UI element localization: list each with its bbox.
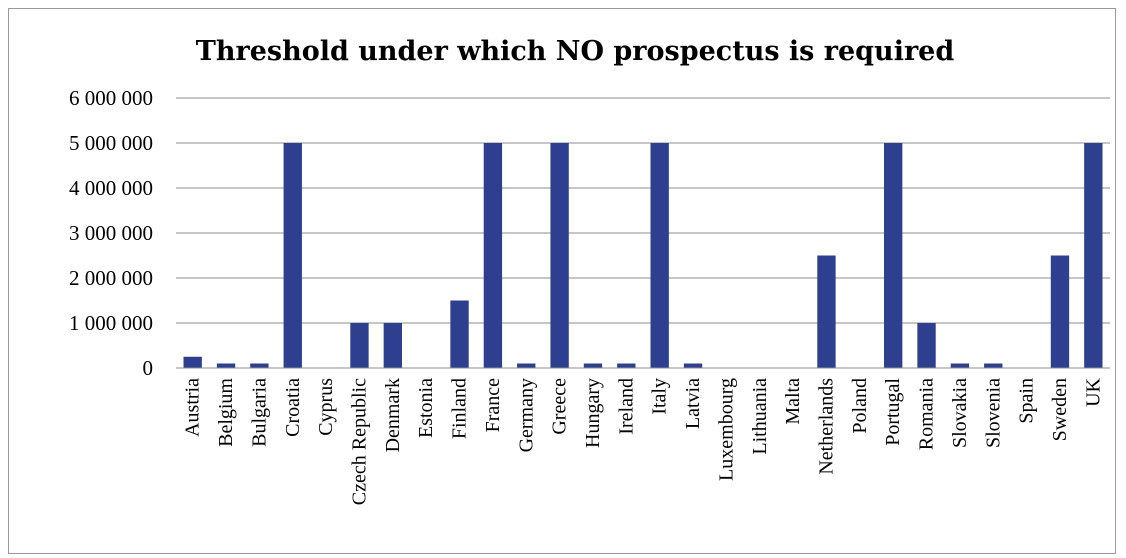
- x-tick-label: Germany: [515, 378, 537, 452]
- y-tick-label: 1 000 000: [69, 311, 153, 335]
- x-tick-label: Luxembourg: [715, 378, 737, 481]
- bar: [517, 363, 536, 368]
- x-tick-label: Croatia: [282, 378, 304, 437]
- x-tick-label: Poland: [849, 378, 871, 434]
- bar: [1050, 255, 1070, 368]
- x-tick-label: Italy: [649, 378, 671, 415]
- x-tick-label: Slovakia: [949, 378, 971, 448]
- x-tick-label: Ireland: [615, 378, 637, 435]
- x-tick-label: France: [482, 378, 504, 433]
- x-tick-label: Czech Republic: [348, 378, 370, 505]
- x-tick-label: Lithuania: [749, 378, 771, 455]
- bar: [683, 363, 703, 368]
- x-tick-label: Austria: [182, 378, 204, 437]
- x-tick-label: Latvia: [682, 378, 704, 429]
- y-tick-label: 4 000 000: [69, 176, 153, 200]
- x-tick-label: UK: [1082, 377, 1104, 406]
- x-tick-label: Finland: [449, 378, 471, 439]
- bar: [1084, 143, 1103, 368]
- x-tick-label: Greece: [549, 378, 571, 435]
- x-axis-tick-labels: Austria Belgium Bulgaria Croatia Cyprus Czech…: [182, 377, 1105, 505]
- x-tick-label: Romania: [916, 378, 938, 450]
- x-tick-label: Belgium: [215, 378, 237, 447]
- bar: [216, 363, 236, 368]
- x-tick-label: Slovenia: [982, 378, 1004, 448]
- y-tick-label: 6 000 000: [69, 86, 153, 110]
- bar: [917, 323, 936, 368]
- x-tick-label: Bulgaria: [248, 378, 270, 447]
- bar: [383, 323, 402, 368]
- y-tick-label: 3 000 000: [69, 221, 153, 245]
- bar: [884, 143, 903, 368]
- bar: [583, 363, 603, 368]
- x-tick-label: Sweden: [1049, 378, 1071, 441]
- bar: [483, 143, 503, 368]
- chart-title: Threshold under which NO prospectus is r…: [196, 36, 955, 67]
- y-axis-tick-labels: 0 1 000 000 2 000 000 3 000 000 4 000 000 5 0…: [69, 86, 153, 380]
- bar: [283, 143, 302, 368]
- bar: [950, 363, 970, 368]
- bar: [550, 143, 569, 368]
- bar: [617, 363, 636, 368]
- x-tick-label: Hungary: [582, 378, 604, 448]
- x-tick-label: Spain: [1016, 378, 1038, 424]
- bar: [350, 323, 369, 368]
- bar: [450, 300, 469, 368]
- y-tick-label: 2 000 000: [69, 266, 153, 290]
- x-tick-label: Estonia: [415, 378, 437, 438]
- bar: [650, 143, 669, 368]
- x-tick-label: Portugal: [882, 378, 904, 446]
- y-tick-label: 0: [143, 356, 154, 380]
- x-tick-label: Denmark: [382, 378, 404, 452]
- bars: [183, 143, 1103, 368]
- bar: [250, 363, 269, 368]
- y-tick-label: 5 000 000: [69, 131, 153, 155]
- x-tick-label: Malta: [782, 378, 804, 425]
- gridlines: [176, 97, 1110, 324]
- x-tick-label: Netherlands: [815, 378, 837, 475]
- bar: [183, 356, 202, 368]
- x-tick-label: Cyprus: [315, 378, 337, 436]
- bar: [817, 255, 836, 368]
- bar: [984, 363, 1003, 368]
